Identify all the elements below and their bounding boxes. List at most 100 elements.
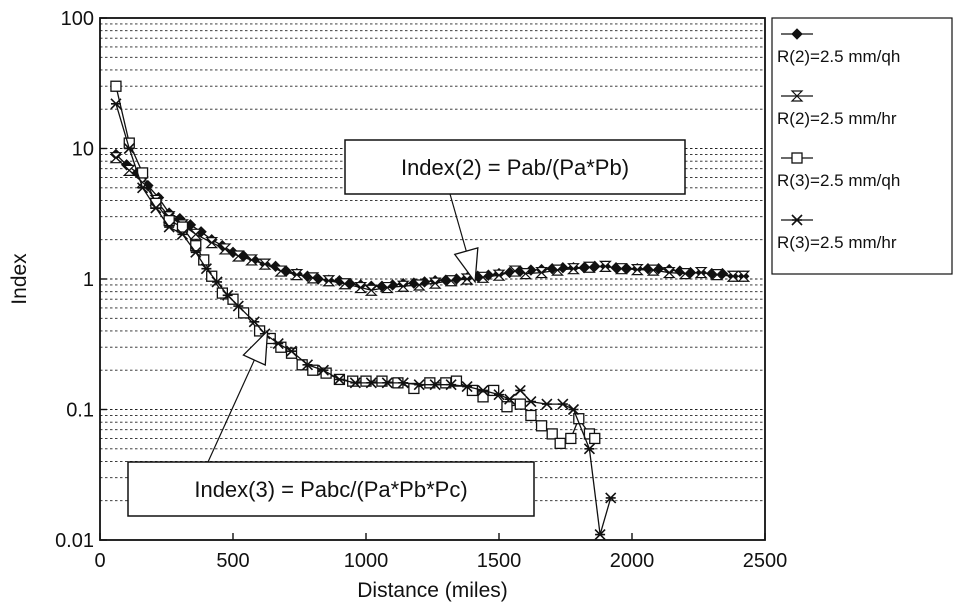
series-2: [109, 152, 751, 296]
data-point: [466, 384, 479, 397]
data-point: [176, 221, 189, 233]
data-point: [232, 300, 244, 312]
data-point: [525, 409, 537, 422]
data-point: [710, 269, 724, 281]
legend-label: R(3)=2.5 mm/hr: [777, 233, 897, 252]
data-point: [349, 377, 361, 389]
data-point: [605, 492, 617, 504]
data-point: [525, 396, 537, 408]
arrow-head: [242, 329, 269, 367]
data-point: [514, 384, 526, 396]
data-point: [694, 266, 708, 279]
x-tick-label: 0: [94, 550, 105, 572]
data-point: [408, 382, 420, 395]
data-point: [445, 379, 457, 391]
data-point: [477, 391, 489, 403]
data-point: [541, 398, 553, 410]
data-point: [380, 281, 394, 294]
data-point: [306, 272, 320, 284]
data-point: [412, 279, 426, 291]
annotation-index3-text: Index(3) = Pabc/(Pa*Pb*Pc): [194, 477, 467, 502]
data-point: [290, 269, 304, 281]
data-point: [535, 266, 549, 279]
data-point: [285, 347, 298, 359]
legend-label: R(2)=2.5 mm/qh: [777, 47, 900, 66]
legend-item-1: R(2)=2.5 mm/qh: [777, 28, 900, 66]
data-point: [444, 275, 458, 287]
legend-label: R(3)=2.5 mm/qh: [777, 171, 900, 190]
data-point: [136, 182, 149, 194]
data-point: [322, 275, 336, 287]
data-point: [646, 264, 660, 276]
data-point: [594, 529, 606, 541]
data-point: [554, 437, 566, 450]
data-point: [354, 281, 368, 294]
x-tick-label: 2000: [610, 550, 655, 572]
data-point: [333, 373, 345, 385]
legend-swatch-marker: [790, 90, 804, 102]
x-tick-label: 1500: [477, 550, 522, 572]
data-point: [227, 293, 239, 305]
y-tick-label: 10: [72, 139, 94, 161]
annotation-index2: Index(2) = Pab/(Pa*Pb): [344, 139, 686, 284]
data-point: [567, 263, 580, 275]
data-point: [535, 420, 548, 432]
data-point: [274, 265, 288, 277]
data-point: [360, 375, 372, 387]
legend: R(2)=2.5 mm/qh R(2)=2.5 mm/hr R(3)=2.5 mm/…: [771, 17, 953, 275]
arrow-shaft: [449, 193, 467, 252]
annotation-index3-box: [127, 461, 535, 517]
data-point: [365, 377, 377, 389]
data-point: [253, 325, 266, 337]
arrow-head: [453, 246, 479, 284]
legend-frame: [771, 17, 953, 275]
x-axis-title: Distance (miles): [357, 579, 508, 602]
data-point: [413, 379, 425, 391]
data-point: [307, 364, 319, 376]
data-point: [200, 263, 212, 275]
data-point: [450, 375, 463, 387]
data-point: [514, 398, 526, 410]
data-point: [630, 264, 644, 276]
data-point: [218, 243, 232, 255]
annotation-index3-arrow: [207, 329, 269, 463]
data-point: [245, 254, 259, 266]
data-point: [248, 316, 260, 328]
x-tick-label: 500: [216, 550, 249, 572]
arrow-shaft: [207, 359, 255, 463]
y-tick-label: 0.1: [66, 400, 94, 422]
data-point: [110, 80, 122, 92]
data-point: [557, 398, 569, 410]
annotation-index3: Index(3) = Pabc/(Pa*Pb*Pc): [127, 329, 535, 517]
legend-swatch-marker: [791, 28, 803, 40]
data-point: [211, 276, 223, 288]
annotation-index2-text: Index(2) = Pab/(Pa*Pb): [401, 155, 629, 180]
data-point: [551, 264, 564, 276]
data-point: [150, 202, 162, 214]
data-point: [338, 278, 352, 290]
data-point: [222, 289, 234, 301]
legend-swatch-marker: [791, 214, 803, 226]
legend-label: R(2)=2.5 mm/hr: [777, 109, 897, 128]
y-tick-label: 1: [83, 269, 94, 291]
x-tick-label: 1000: [344, 550, 389, 572]
data-point: [428, 277, 442, 289]
annotation-index2-box: [344, 139, 686, 195]
data-point: [317, 364, 330, 376]
data-point: [272, 338, 284, 350]
data-point: [492, 269, 506, 281]
data-point: [397, 377, 409, 389]
y-tick-label: 100: [61, 8, 94, 30]
series-4: [110, 98, 617, 541]
data-point: [565, 432, 577, 445]
series-layer: [109, 80, 751, 541]
legend-swatch-marker: [791, 152, 803, 164]
legend-item-3: R(3)=2.5 mm/qh: [777, 152, 900, 190]
data-point: [190, 246, 202, 258]
data-point: [110, 98, 122, 110]
data-point: [176, 228, 189, 240]
legend-item-2: R(2)=2.5 mm/hr: [777, 90, 897, 128]
data-point: [737, 270, 751, 282]
data-point: [583, 443, 596, 455]
